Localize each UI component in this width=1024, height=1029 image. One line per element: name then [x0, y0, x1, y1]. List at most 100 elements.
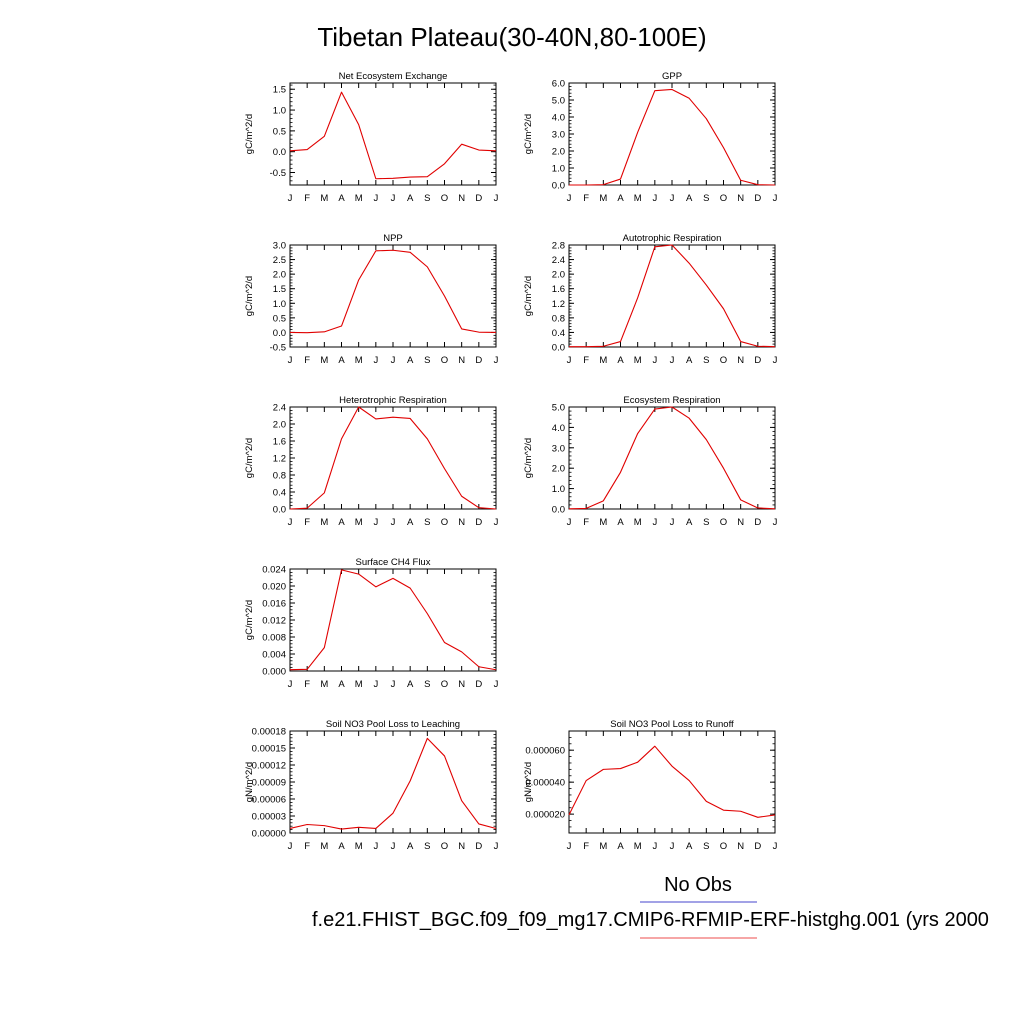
chart-panel: Heterotrophic Respiration gC/m^2/d 0.0 0.4 0… [244, 395, 499, 528]
y-tick-label: 0.00015 [252, 744, 286, 755]
series-line [289, 737, 497, 830]
x-tick-label: A [686, 517, 693, 528]
x-tick-label: A [338, 841, 345, 852]
x-tick-label: J [670, 517, 675, 528]
y-tick-label: 2.4 [552, 255, 565, 266]
x-tick-label: J [494, 679, 499, 690]
y-tick-label: 2.0 [552, 464, 565, 475]
y-axis-label: gC/m^2/d [244, 276, 255, 316]
x-tick-label: A [686, 193, 693, 204]
x-tick-label: M [320, 517, 328, 528]
x-tick-label: J [373, 679, 378, 690]
x-tick-label: D [475, 679, 482, 690]
y-tick-label: 4.0 [552, 113, 565, 124]
y-tick-label: 0.000040 [525, 778, 565, 789]
x-tick-label: F [583, 841, 589, 852]
x-tick-label: M [355, 679, 363, 690]
x-tick-label: M [355, 841, 363, 852]
y-axis-label: gC/m^2/d [244, 438, 255, 478]
x-tick-label: N [458, 355, 465, 366]
x-tick-label: N [458, 193, 465, 204]
y-axis-label: gN/m^2/d [244, 762, 255, 802]
x-tick-label: A [407, 517, 414, 528]
x-tick-label: J [567, 355, 572, 366]
x-tick-label: M [634, 517, 642, 528]
chart-title: Surface CH4 Flux [356, 557, 431, 568]
x-tick-label: J [391, 355, 396, 366]
x-tick-label: N [737, 841, 744, 852]
x-tick-label: S [424, 355, 430, 366]
y-tick-label: 1.2 [273, 454, 286, 465]
y-tick-label: 1.0 [552, 484, 565, 495]
x-tick-label: M [599, 193, 607, 204]
legend: No Obs f.e21.FHIST_BGC.f09_f09_mg17.CMIP… [312, 874, 989, 939]
x-tick-label: A [617, 841, 624, 852]
x-tick-label: S [424, 193, 430, 204]
x-tick-label: D [475, 193, 482, 204]
chart-panel: Ecosystem Respiration gC/m^2/d 0.0 1.0 2.0 3.… [523, 395, 778, 528]
x-tick-label: J [652, 517, 657, 528]
x-tick-label: J [494, 355, 499, 366]
y-tick-label: 1.6 [273, 437, 286, 448]
x-tick-label: N [458, 517, 465, 528]
plot-frame [568, 406, 776, 510]
y-tick-label: 1.0 [273, 106, 286, 117]
x-tick-label: J [494, 841, 499, 852]
y-tick-label: 0.8 [552, 313, 565, 324]
x-tick-label: J [288, 193, 293, 204]
chart-panel: Autotrophic Respiration gC/m^2/d 0.0 0.4 0.8… [523, 233, 778, 366]
y-tick-label: 0.024 [262, 565, 286, 576]
x-tick-label: J [773, 355, 778, 366]
x-tick-label: J [670, 841, 675, 852]
x-tick-label: J [391, 193, 396, 204]
x-tick-label: F [304, 517, 310, 528]
chart-title: Soil NO3 Pool Loss to Leaching [326, 719, 460, 730]
x-tick-label: A [617, 355, 624, 366]
y-tick-label: 2.5 [273, 255, 286, 266]
x-tick-label: O [441, 841, 448, 852]
x-tick-label: S [703, 355, 709, 366]
y-axis-label: gC/m^2/d [523, 114, 534, 154]
y-tick-label: 5.0 [552, 403, 565, 414]
series-line [289, 249, 497, 334]
y-tick-label: 1.2 [552, 299, 565, 310]
y-tick-label: 0.00003 [252, 812, 286, 823]
x-tick-label: J [373, 193, 378, 204]
y-axis-label: gC/m^2/d [244, 114, 255, 154]
y-tick-label: 0.000 [262, 667, 286, 678]
x-tick-label: A [407, 193, 414, 204]
chart-title: Soil NO3 Pool Loss to Runoff [610, 719, 734, 730]
y-axis-label: gC/m^2/d [244, 600, 255, 640]
chart-title: Net Ecosystem Exchange [339, 71, 448, 82]
x-tick-label: A [407, 679, 414, 690]
chart-panel: Soil NO3 Pool Loss to LeachinggN/m^2/d0.… [244, 719, 499, 852]
x-tick-label: F [304, 841, 310, 852]
y-tick-label: 4.0 [552, 423, 565, 434]
x-tick-label: J [288, 355, 293, 366]
x-tick-label: F [304, 679, 310, 690]
y-tick-label: 0.00006 [252, 795, 286, 806]
y-tick-label: 2.8 [552, 241, 565, 252]
page-title: Tibetan Plateau(30-40N,80-100E) [317, 22, 706, 52]
x-tick-label: J [670, 355, 675, 366]
x-tick-label: N [737, 355, 744, 366]
series-line [289, 91, 497, 180]
x-tick-label: J [652, 355, 657, 366]
x-tick-label: J [288, 841, 293, 852]
x-tick-label: M [355, 355, 363, 366]
x-tick-label: M [320, 841, 328, 852]
x-tick-label: F [583, 355, 589, 366]
y-tick-label: 0.0 [552, 181, 565, 192]
plot-frame [289, 730, 497, 834]
plot-frame [568, 730, 776, 834]
y-tick-label: 2.0 [552, 147, 565, 158]
x-tick-label: D [754, 193, 761, 204]
y-tick-label: 1.0 [273, 299, 286, 310]
x-tick-label: D [475, 841, 482, 852]
y-tick-label: 6.0 [552, 79, 565, 90]
y-tick-label: 0.00000 [252, 829, 286, 840]
x-tick-label: F [304, 193, 310, 204]
x-tick-label: J [670, 193, 675, 204]
x-tick-label: A [407, 841, 414, 852]
